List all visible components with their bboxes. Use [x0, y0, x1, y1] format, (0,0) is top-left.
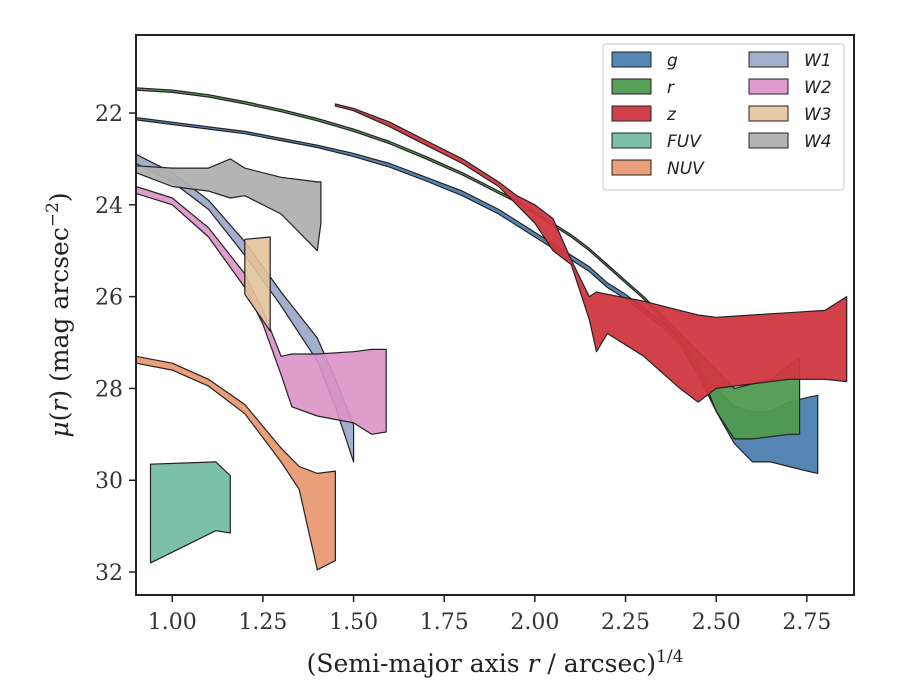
- legend-label-w2: W2: [804, 78, 832, 98]
- legend-swatch-g: [611, 51, 652, 68]
- axis-ticks: 1.00 1.25 1.50 1.75 2.00 2.25 2.50 2.75 22 24 26 28…: [95, 102, 831, 635]
- legend-label-r: r: [667, 78, 675, 98]
- band-z: [334, 103, 848, 403]
- legend-swatch-z: [611, 105, 652, 122]
- legend-swatch-fuv: [611, 132, 652, 149]
- y-tick-label: 24: [95, 194, 123, 219]
- legend: grz FUV NUV W1 W2 W3 W4: [602, 43, 845, 191]
- legend-swatch-nuv: [611, 159, 652, 176]
- y-tick-label: 26: [95, 286, 123, 311]
- legend-label-g: g: [667, 51, 678, 71]
- legend-label-fuv: FUV: [667, 132, 702, 152]
- x-tick-label: 2.00: [510, 610, 559, 635]
- x-tick-label: 1.00: [148, 610, 197, 635]
- x-axis-label: (Semi-major axis r / arcsec)1/4: [307, 647, 684, 678]
- legend-label-w1: W1: [804, 51, 832, 71]
- y-tick-label: 22: [95, 102, 123, 127]
- legend-label-nuv: NUV: [667, 159, 705, 179]
- plot-frame: [135, 34, 855, 596]
- plot-area: [136, 87, 848, 571]
- x-tick-label: 1.25: [238, 610, 287, 635]
- band-fuv: [149, 461, 231, 564]
- legend-swatch-w3: [748, 105, 789, 122]
- y-tick-label: 28: [95, 377, 123, 402]
- legend-swatch-w4: [748, 132, 789, 149]
- band-r: [136, 87, 801, 440]
- x-tick-label: 2.25: [601, 610, 650, 635]
- y-tick-label: 32: [95, 561, 123, 586]
- legend-label-w3: W3: [804, 105, 832, 125]
- x-tick-label: 1.50: [329, 610, 378, 635]
- legend-swatch-r: [611, 78, 652, 95]
- band-w3: [244, 236, 271, 332]
- x-tick-label: 2.75: [782, 610, 831, 635]
- band-nuv: [136, 355, 336, 571]
- legend-label-z: z: [666, 105, 677, 125]
- x-tick-label: 1.75: [420, 610, 469, 635]
- y-tick-label: 30: [95, 469, 123, 494]
- legend-swatch-w1: [748, 51, 789, 68]
- band-w4: [136, 158, 322, 252]
- legend-swatch-w2: [748, 78, 789, 95]
- x-tick-label: 2.50: [692, 610, 741, 635]
- y-axis-label: μ(r) (mag arcsec−2): [43, 192, 74, 437]
- legend-label-w4: W4: [804, 132, 832, 152]
